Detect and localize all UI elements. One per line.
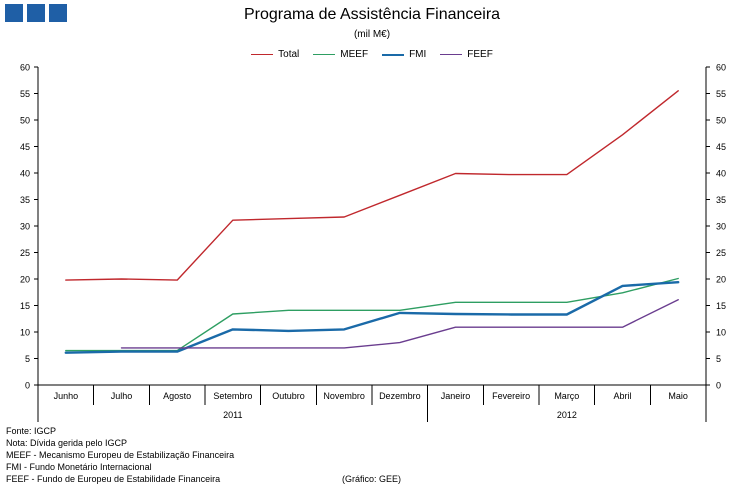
series-line-feef xyxy=(120,299,679,349)
y-tick-label-right: 55 xyxy=(716,89,726,99)
note-line: Nota: Dívida gerida pelo IGCP xyxy=(6,438,128,448)
y-tick-label-left: 0 xyxy=(25,381,30,391)
legend-label-total: Total xyxy=(278,49,300,60)
y-tick-label-right: 45 xyxy=(716,142,726,152)
y-tick-label-left: 10 xyxy=(20,328,30,338)
y-tick-label-right: 30 xyxy=(716,222,726,232)
x-tick-label: Julho xyxy=(111,391,133,401)
chart-legend: Total MEEF FMI FEEF xyxy=(0,49,744,60)
note-line: Fonte: IGCP xyxy=(6,426,57,436)
chart-subtitle: (mil M€) xyxy=(353,29,391,40)
legend-swatch-total xyxy=(251,54,274,55)
y-tick-label-left: 35 xyxy=(20,195,30,205)
legend-label-meef: MEEF xyxy=(340,49,369,60)
y-tick-label-left: 45 xyxy=(20,142,30,152)
legend-item-fmi: FMI xyxy=(382,49,426,60)
y-tick-label-left: 55 xyxy=(20,89,30,99)
x-tick-label: Novembro xyxy=(323,391,365,401)
y-tick-label-left: 60 xyxy=(20,63,30,73)
institution-logo xyxy=(5,4,67,22)
y-tick-label-left: 5 xyxy=(25,354,30,364)
y-tick-label-left: 15 xyxy=(20,301,30,311)
series-line-total xyxy=(65,90,679,281)
y-tick-label-right: 15 xyxy=(716,301,726,311)
x-tick-label: Maio xyxy=(668,391,688,401)
x-tick-label: Março xyxy=(554,391,579,401)
x-tick-label: Setembro xyxy=(213,391,252,401)
legend-item-meef: MEEF xyxy=(313,49,368,60)
y-tick-label-right: 40 xyxy=(716,169,726,179)
logo-square xyxy=(27,4,45,22)
legend-swatch-feef xyxy=(440,54,463,55)
chart-notes: Fonte: IGCP Nota: Dívida gerida pelo IGC… xyxy=(6,425,234,485)
x-year-label: 2011 xyxy=(223,410,242,420)
y-tick-label-right: 0 xyxy=(716,381,721,391)
x-tick-label: Outubro xyxy=(272,391,305,401)
y-tick-label-left: 25 xyxy=(20,248,30,258)
y-tick-label-left: 40 xyxy=(20,169,30,179)
y-tick-label-right: 35 xyxy=(716,195,726,205)
chart-source: (Gráfico: GEE) xyxy=(342,474,402,484)
x-tick-label: Dezembro xyxy=(379,391,421,401)
note-line: FEEF - Fundo de Europeu de Estabilidade … xyxy=(6,474,221,484)
legend-item-feef: FEEF xyxy=(440,49,493,60)
chart-title: Programa de Assistência Financeira xyxy=(243,6,501,23)
y-tick-label-right: 25 xyxy=(716,248,726,258)
x-tick-label: Agosto xyxy=(163,391,191,401)
y-tick-label-left: 30 xyxy=(20,222,30,232)
y-tick-label-left: 20 xyxy=(20,275,30,285)
note-line: MEEF - Mecanismo Europeu de Estabilizaçã… xyxy=(6,450,235,460)
logo-square xyxy=(5,4,23,22)
y-tick-label-left: 50 xyxy=(20,116,30,126)
y-tick-label-right: 50 xyxy=(716,116,726,126)
y-tick-label-right: 60 xyxy=(716,63,726,73)
logo-square xyxy=(49,4,67,22)
note-line: FMI - Fundo Monetário Internacional xyxy=(6,462,152,472)
x-tick-label: Junho xyxy=(54,391,79,401)
legend-item-total: Total xyxy=(251,49,299,60)
x-tick-label: Fevereiro xyxy=(492,391,530,401)
legend-label-fmi: FMI xyxy=(409,49,427,60)
legend-swatch-fmi xyxy=(382,53,405,56)
series-line-meef xyxy=(65,277,679,352)
x-tick-label: Abril xyxy=(613,391,631,401)
x-tick-label: Janeiro xyxy=(441,391,471,401)
series-line-fmi xyxy=(64,281,680,354)
y-tick-label-right: 20 xyxy=(716,275,726,285)
y-tick-label-right: 10 xyxy=(716,328,726,338)
x-year-label: 2012 xyxy=(557,410,577,420)
legend-swatch-meef xyxy=(313,54,336,55)
legend-label-feef: FEEF xyxy=(467,49,493,60)
y-tick-label-right: 5 xyxy=(716,354,721,364)
